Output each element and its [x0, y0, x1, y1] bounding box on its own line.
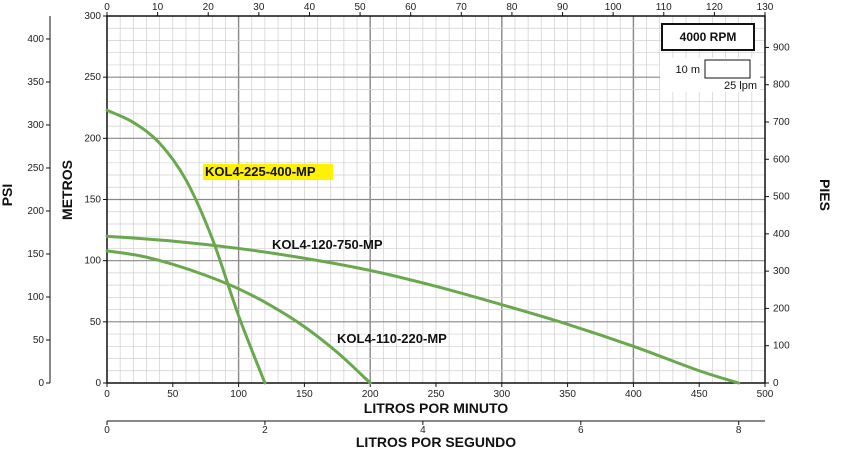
x-tick-label: 350	[559, 389, 576, 400]
chart-labels: KOL4-225-400-MP KOL4-120-750-MP KOL4-110-2…	[203, 164, 447, 346]
x-second-tick-label: 4	[420, 425, 426, 436]
y-axis-title-psi: PSI	[0, 184, 15, 207]
x-tick-label: 0	[104, 389, 110, 400]
x-tick-label: 450	[691, 389, 708, 400]
x-top-tick-label: 120	[706, 2, 723, 13]
y-tick-label: 250	[84, 72, 101, 83]
x-tick-label: 100	[230, 389, 247, 400]
y-tick-label: 0	[95, 378, 101, 389]
psi-tick-label: 50	[33, 335, 45, 346]
rpm-box-frame	[661, 23, 755, 51]
x-tick-label: 500	[757, 389, 774, 400]
x-tick-label: 50	[167, 389, 179, 400]
series-line-kol4-110-220-mp	[105, 249, 372, 385]
x-second-axis-title: LITROS POR SEGUNDO	[356, 434, 516, 450]
chart-grid	[107, 16, 765, 383]
y-tick-label: 200	[84, 133, 101, 144]
series-label: KOL4-120-750-MP	[272, 237, 383, 252]
pies-tick-label: 200	[773, 303, 790, 314]
x-tick-label: 200	[362, 389, 379, 400]
y-tick-label: 100	[84, 256, 101, 267]
series-label: KOL4-110-220-MP	[337, 331, 447, 346]
y-tick-label: 300	[84, 11, 101, 22]
pies-tick-label: 600	[773, 154, 790, 165]
psi-tick-label: 300	[27, 120, 44, 131]
x-tick-label: 400	[625, 389, 642, 400]
x-top-tick-label: 60	[405, 2, 417, 13]
pies-tick-label: 300	[773, 266, 790, 277]
pies-tick-label: 500	[773, 192, 790, 203]
y-axis-title-pies: PIES	[817, 179, 833, 211]
psi-tick-label: 0	[38, 378, 44, 389]
x-top-tick-label: 40	[304, 2, 316, 13]
y-axis-title-metros: METROS	[59, 160, 75, 220]
scale-head-label: 10 m	[676, 64, 700, 76]
x-top-tick-label: 110	[656, 2, 672, 13]
series-label-highlight	[203, 164, 333, 180]
rpm-box: 4000 RPM	[661, 23, 755, 51]
pies-tick-label: 400	[773, 229, 790, 240]
chart-series	[105, 108, 741, 385]
x-top-tick-label: 80	[506, 2, 518, 13]
x-second-tick-label: 6	[578, 425, 584, 436]
pies-tick-label: 100	[773, 341, 790, 352]
rpm-label: 4000 RPM	[680, 30, 737, 44]
y-tick-label: 150	[84, 195, 101, 206]
x-top-tick-label: 0	[104, 2, 110, 13]
series-label: KOL4-225-400-MP	[205, 164, 316, 179]
psi-tick-label: 150	[27, 249, 44, 260]
x-second-tick-label: 2	[262, 425, 268, 436]
series-line-kol4-120-750-mp	[105, 234, 741, 385]
pies-tick-label: 900	[773, 42, 790, 53]
x-second-tick-label: 0	[104, 425, 110, 436]
scale-flow-label: 25 lpm	[724, 80, 757, 92]
scale-box: 10 m 25 lpm	[660, 58, 760, 92]
x-top-tick-label: 130	[757, 2, 774, 13]
x-top-tick-label: 70	[456, 2, 468, 13]
x-axis-title: LITROS POR MINUTO	[364, 400, 509, 416]
x-tick-label: 250	[428, 389, 445, 400]
x-tick-label: 150	[296, 389, 313, 400]
psi-tick-label: 200	[27, 206, 44, 217]
x-top-tick-label: 90	[557, 2, 569, 13]
series-line-kol4-225-400-mp	[105, 108, 267, 385]
psi-tick-label: 350	[27, 77, 44, 88]
x-top-tick-label: 10	[152, 2, 164, 13]
pies-tick-label: 0	[773, 378, 779, 389]
x-top-tick-label: 20	[203, 2, 215, 13]
psi-tick-label: 100	[27, 292, 44, 303]
scale-rect	[704, 59, 751, 79]
x-top-tick-label: 100	[605, 2, 622, 13]
y-tick-label: 50	[90, 317, 102, 328]
x-second-tick-label: 8	[736, 425, 742, 436]
pies-tick-label: 800	[773, 80, 790, 91]
psi-tick-label: 250	[27, 163, 44, 174]
x-tick-label: 300	[493, 389, 510, 400]
x-top-tick-label: 30	[253, 2, 265, 13]
psi-tick-label: 400	[27, 34, 44, 45]
x-top-tick-label: 50	[355, 2, 367, 13]
pies-tick-label: 700	[773, 117, 790, 128]
